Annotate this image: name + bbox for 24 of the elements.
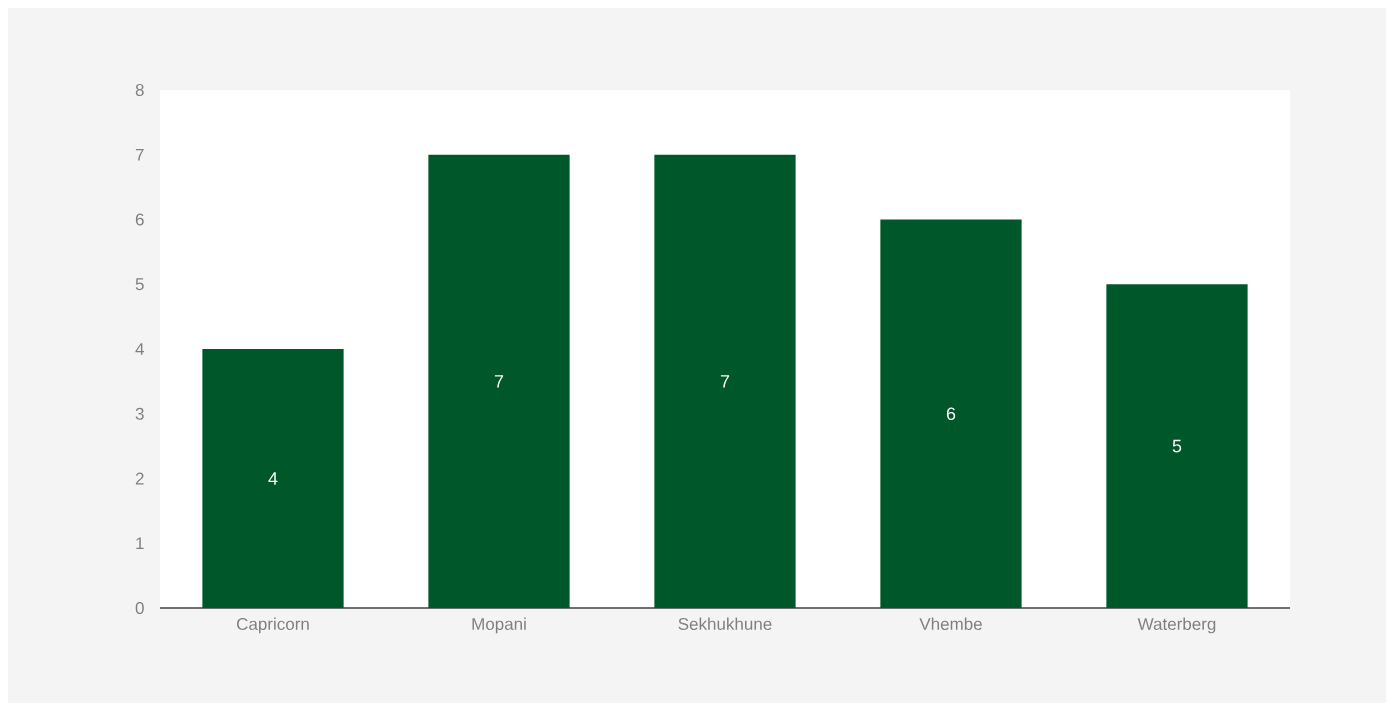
y-tick-label: 6 [135,213,144,226]
bar [880,219,1022,608]
bar [654,154,796,608]
x-tick-label: Waterberg [1137,617,1216,634]
y-tick-label: 0 [135,601,144,615]
data-label: 6 [946,407,956,421]
bar [1106,284,1248,608]
data-label: 7 [494,375,504,388]
y-tick-label: 4 [135,343,144,355]
x-tick-label: Sekhukhune [678,617,772,631]
bar [202,348,344,608]
y-tick-label: 8 [135,83,144,97]
x-tick-label: Vhembe [919,617,982,631]
data-label: 4 [268,472,278,485]
y-tick-label: 2 [135,472,144,485]
x-tick-label: Capricorn [237,617,309,634]
data-label: 5 [1172,439,1182,453]
y-tick-label: 1 [136,537,144,550]
y-tick-label: 7 [135,148,144,161]
data-label: 7 [720,375,730,388]
y-tick-label: 3 [135,407,144,420]
y-tick-label: 5 [135,278,144,291]
bar [428,154,570,608]
x-tick-label: Mopani [472,617,526,634]
